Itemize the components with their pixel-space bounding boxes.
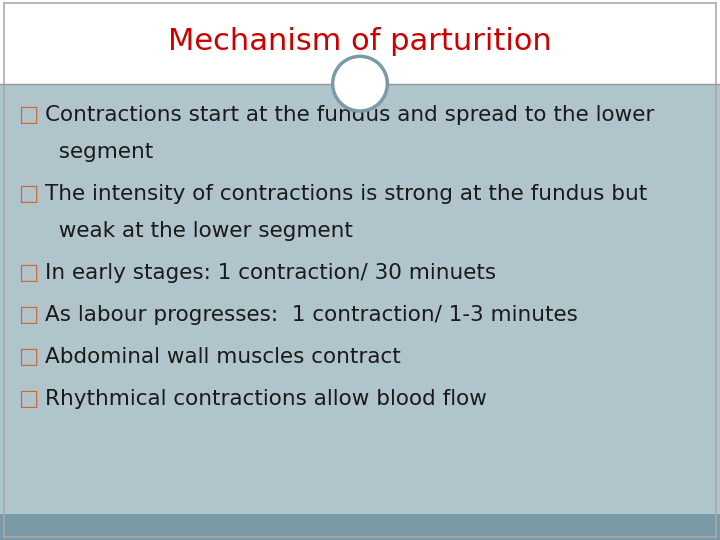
FancyBboxPatch shape bbox=[0, 0, 720, 84]
Text: As labour progresses:  1 contraction/ 1-3 minutes: As labour progresses: 1 contraction/ 1-3… bbox=[45, 305, 578, 325]
Text: Rhythmical contractions allow blood flow: Rhythmical contractions allow blood flow bbox=[45, 389, 487, 409]
Text: □: □ bbox=[18, 263, 38, 283]
Text: In early stages: 1 contraction/ 30 minuets: In early stages: 1 contraction/ 30 minue… bbox=[45, 263, 497, 283]
Text: Mechanism of parturition: Mechanism of parturition bbox=[168, 28, 552, 56]
Text: The intensity of contractions is strong at the fundus but: The intensity of contractions is strong … bbox=[45, 184, 647, 204]
Text: □: □ bbox=[18, 105, 38, 125]
Text: □: □ bbox=[18, 389, 38, 409]
Text: □: □ bbox=[18, 347, 38, 367]
Text: □: □ bbox=[18, 305, 38, 325]
Text: Contractions start at the fundus and spread to the lower: Contractions start at the fundus and spr… bbox=[45, 105, 654, 125]
Text: segment: segment bbox=[45, 142, 153, 162]
Ellipse shape bbox=[333, 56, 387, 111]
Text: Abdominal wall muscles contract: Abdominal wall muscles contract bbox=[45, 347, 401, 367]
Text: □: □ bbox=[18, 184, 38, 204]
Text: weak at the lower segment: weak at the lower segment bbox=[45, 221, 354, 241]
FancyBboxPatch shape bbox=[0, 84, 720, 514]
FancyBboxPatch shape bbox=[0, 514, 720, 540]
